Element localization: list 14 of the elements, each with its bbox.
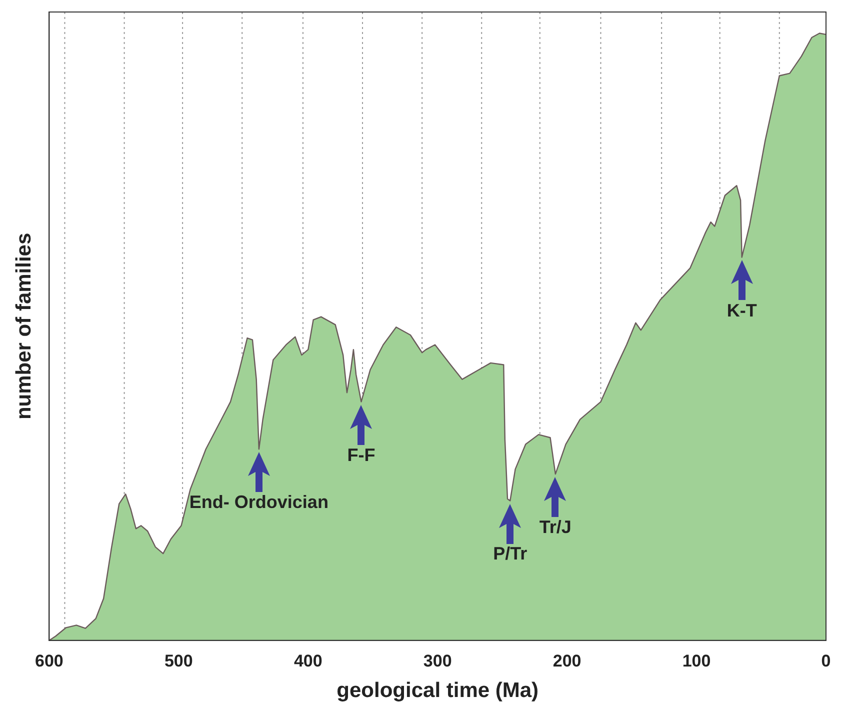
annotation: Tr/J [539, 517, 572, 538]
x-axis-title: geological time (Ma) [336, 679, 539, 702]
y-axis-title: number of families [12, 232, 36, 420]
annotation: K-T [726, 300, 757, 320]
x-tick-label: 200 [552, 651, 582, 670]
x-tick-label: 400 [294, 651, 322, 670]
x-tick-label: 500 [164, 651, 193, 670]
x-tick-label: 100 [682, 651, 711, 670]
x-tick-label: 0 [821, 651, 831, 670]
annotation: P/Tr [493, 544, 528, 564]
x-tick-label: 600 [35, 651, 64, 670]
annotation: F-F [347, 444, 376, 465]
x-tick-label: 300 [423, 651, 452, 670]
annotation: End- Ordovician [189, 492, 328, 512]
